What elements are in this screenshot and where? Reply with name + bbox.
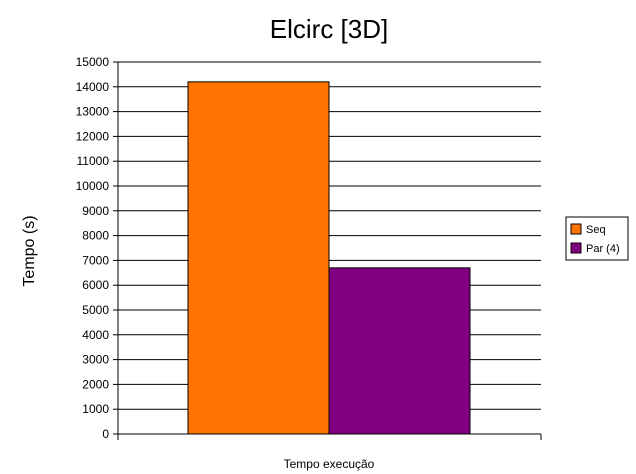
y-tick-label: 8000 xyxy=(82,229,109,243)
y-tick-label: 3000 xyxy=(82,353,109,367)
y-tick-label: 11000 xyxy=(77,154,110,168)
y-tick-label: 13000 xyxy=(76,105,110,119)
legend-label: Seq xyxy=(586,224,606,236)
legend-swatch xyxy=(570,242,582,254)
axes xyxy=(117,62,542,440)
y-tick-label: 15000 xyxy=(76,55,110,69)
y-axis-label: Tempo (s) xyxy=(21,215,38,286)
y-tick-label: 5000 xyxy=(82,303,109,317)
y-ticks: 0 1000 2000 3000 4000 5000 6000 7000 8000 9000 100… xyxy=(76,55,118,441)
y-tick-label: 12000 xyxy=(76,129,110,143)
y-tick-label: 1000 xyxy=(82,402,109,416)
x-axis-label: Tempo execução xyxy=(284,457,375,471)
y-tick-label: 0 xyxy=(102,427,109,441)
y-tick-label: 7000 xyxy=(82,253,109,267)
y-tick-label: 2000 xyxy=(82,377,109,391)
bar-par-4 xyxy=(328,267,471,435)
bars xyxy=(187,81,471,435)
y-tick-label: 4000 xyxy=(82,328,109,342)
chart-title: Elcirc [3D] xyxy=(270,14,388,44)
y-tick-label: 9000 xyxy=(82,204,109,218)
legend-swatch xyxy=(570,223,582,235)
y-tick-label: 14000 xyxy=(76,80,110,94)
y-tick-label: 10000 xyxy=(76,179,110,193)
legend-label: Par (4) xyxy=(586,243,620,255)
y-tick-label: 6000 xyxy=(82,278,109,292)
legend: Seq Par (4) xyxy=(565,216,629,261)
bar-seq xyxy=(187,81,330,435)
